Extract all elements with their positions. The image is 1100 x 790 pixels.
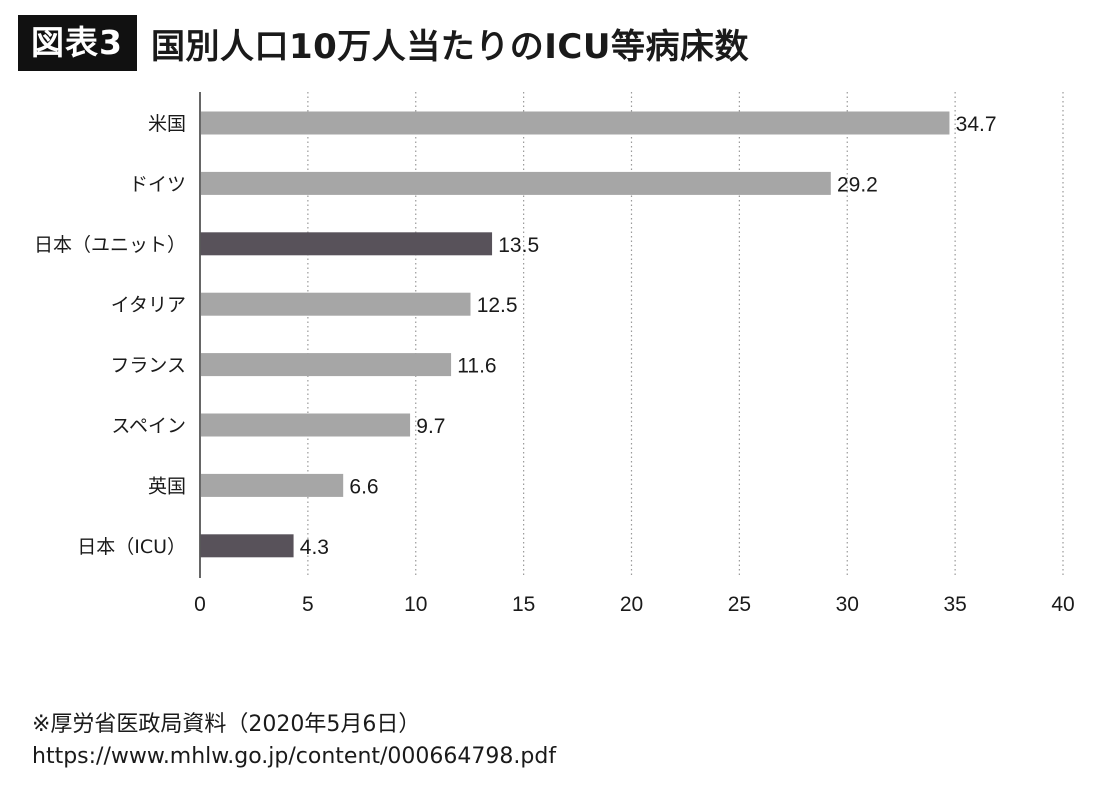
category-label-4: イタリア bbox=[111, 294, 186, 316]
value-label-6: 9.7 bbox=[416, 415, 445, 438]
figure-badge: 図表3 bbox=[18, 15, 137, 71]
value-label-3: 13.5 bbox=[498, 234, 539, 257]
bar-4 bbox=[200, 292, 471, 316]
bar-2 bbox=[200, 171, 831, 195]
category-label-7: 英国 bbox=[148, 475, 186, 497]
value-label-2: 29.2 bbox=[837, 173, 878, 196]
value-label-4: 12.5 bbox=[477, 294, 518, 317]
x-tick-label-10: 10 bbox=[404, 593, 427, 616]
category-label-8: 日本（ICU） bbox=[77, 536, 186, 558]
bar-3 bbox=[200, 232, 493, 256]
category-label-1: 米国 bbox=[148, 113, 186, 135]
x-tick-label-15: 15 bbox=[512, 593, 535, 616]
category-label-3: 日本（ユニット） bbox=[34, 234, 186, 256]
bar-1 bbox=[200, 111, 950, 135]
bar-6 bbox=[200, 413, 411, 437]
x-tick-label-25: 25 bbox=[728, 593, 751, 616]
chart-header: 図表3 国別人口10万人当たりのICU等病床数 bbox=[18, 14, 749, 72]
category-label-2: ドイツ bbox=[129, 173, 186, 195]
x-tick-label-40: 40 bbox=[1051, 593, 1074, 616]
source-note: ※厚労省医政局資料（2020年5月6日） bbox=[32, 712, 421, 737]
bar-5 bbox=[200, 353, 452, 377]
x-tick-label-30: 30 bbox=[836, 593, 859, 616]
bar-7 bbox=[200, 473, 344, 497]
bar-8 bbox=[200, 534, 294, 558]
value-label-5: 11.6 bbox=[457, 355, 496, 378]
value-label-7: 6.6 bbox=[349, 475, 378, 498]
x-tick-label-20: 20 bbox=[620, 593, 643, 616]
x-tick-label-0: 0 bbox=[194, 593, 206, 616]
category-label-6: スペイン bbox=[111, 415, 186, 437]
value-label-8: 4.3 bbox=[300, 536, 329, 559]
source-url: https://www.mhlw.go.jp/content/000664798… bbox=[32, 744, 557, 769]
value-label-1: 34.7 bbox=[956, 113, 997, 136]
x-tick-label-5: 5 bbox=[302, 593, 314, 616]
bar-chart: 0 5 10 15 20 25 30 35 40 米国 34.7 ドイツ 29.2 日本（ユニット） 13.… bbox=[34, 92, 1075, 616]
chart-title: 国別人口10万人当たりのICU等病床数 bbox=[150, 26, 749, 67]
x-tick-label-35: 35 bbox=[943, 593, 966, 616]
category-label-5: フランス bbox=[110, 355, 186, 377]
